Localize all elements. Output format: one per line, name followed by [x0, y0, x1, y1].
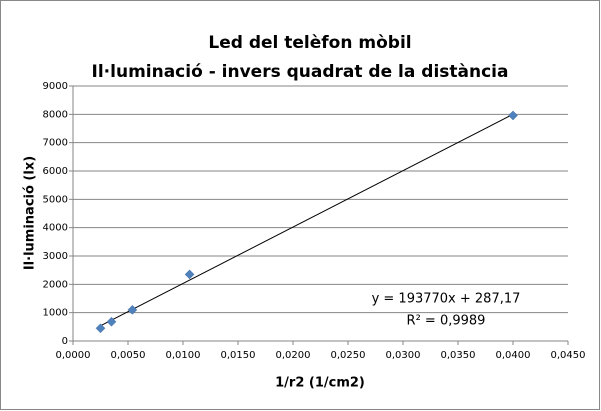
- y-tick-label: 9000: [43, 81, 68, 92]
- y-tick-label: 8000: [43, 109, 68, 120]
- data-point: [95, 323, 106, 334]
- x-tick-label: 0,0200: [276, 350, 311, 361]
- x-tick-label: 0,0300: [386, 350, 421, 361]
- x-tick-label: 0,0150: [221, 350, 256, 361]
- y-tick-label: 2000: [43, 279, 68, 290]
- y-axis-title: Il·luminació (lx): [23, 156, 38, 270]
- y-tick-label: 1000: [43, 308, 68, 319]
- data-point: [127, 304, 138, 315]
- data-point: [106, 316, 117, 327]
- trendline-equation: y = 193770x + 287,17: [372, 292, 521, 307]
- trendline: [100, 113, 514, 327]
- y-tick-label: 3000: [43, 251, 68, 262]
- x-tick-label: 0,0350: [441, 350, 476, 361]
- x-tick-label: 0,0400: [496, 350, 531, 361]
- y-tick-label: 5000: [43, 194, 68, 205]
- x-tick-label: 0,0050: [111, 350, 146, 361]
- chart-subtitle: Il·luminació - invers quadrat de la dist…: [92, 62, 509, 82]
- x-tick-label: 0,0100: [166, 350, 201, 361]
- y-tick-label: 0: [62, 336, 68, 347]
- y-tick-label: 7000: [43, 138, 68, 149]
- y-tick-label: 4000: [43, 223, 68, 234]
- y-tick-label: 6000: [43, 166, 68, 177]
- x-tick-label: 0,0250: [331, 350, 366, 361]
- x-tick-label: 0,0450: [551, 350, 586, 361]
- x-axis-title: 1/r2 (1/cm2): [275, 376, 365, 391]
- chart-title: Led del telèfon mòbil: [208, 33, 411, 53]
- r-squared: R² = 0,9989: [407, 314, 486, 329]
- data-point: [184, 269, 195, 280]
- x-tick-label: 0,0000: [56, 350, 91, 361]
- data-point: [508, 110, 518, 121]
